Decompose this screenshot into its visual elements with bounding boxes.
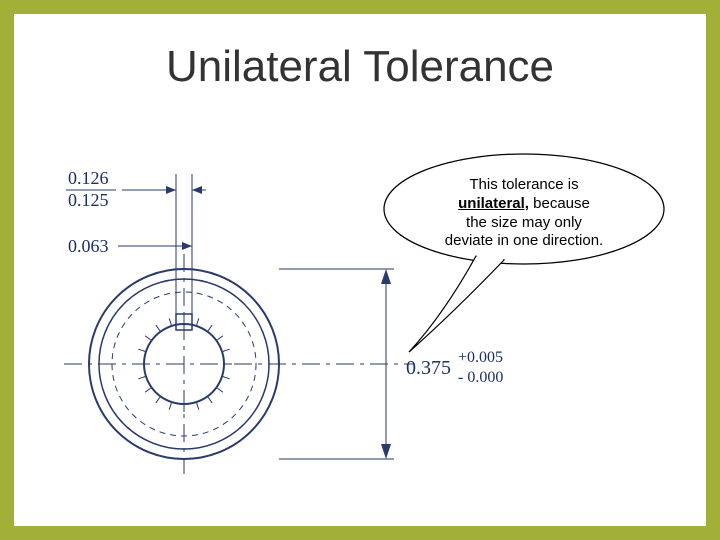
dim-value-upper: 0.126	[68, 168, 109, 188]
dim-value-063: 0.063	[68, 236, 109, 256]
callout-line1: This tolerance is	[469, 176, 578, 193]
dim-minus: - 0.000	[458, 369, 503, 386]
dim-arrow-down	[381, 444, 391, 459]
callout-line3: the size may only	[466, 214, 582, 231]
callout-text: This tolerance is unilateral, because th…	[394, 176, 654, 251]
callout-line4: deviate in one direction.	[445, 232, 603, 249]
dim-arrow-top-l	[166, 186, 176, 194]
dim-arrow-top-r	[192, 186, 202, 194]
dim-arrow-up	[381, 269, 391, 284]
dim-nominal: 0.375	[406, 357, 451, 379]
engineering-drawing: 0.126 0.125 0.063 0.375 +0.005 - 0.000	[14, 14, 706, 526]
callout-bold: unilateral,	[458, 195, 529, 212]
slide-frame: Unilateral Tolerance	[0, 0, 720, 540]
dim-arrow-063	[182, 242, 192, 250]
dim-value-lower: 0.125	[68, 190, 109, 210]
callout-after-bold: because	[529, 195, 590, 212]
dim-plus: +0.005	[458, 349, 503, 366]
